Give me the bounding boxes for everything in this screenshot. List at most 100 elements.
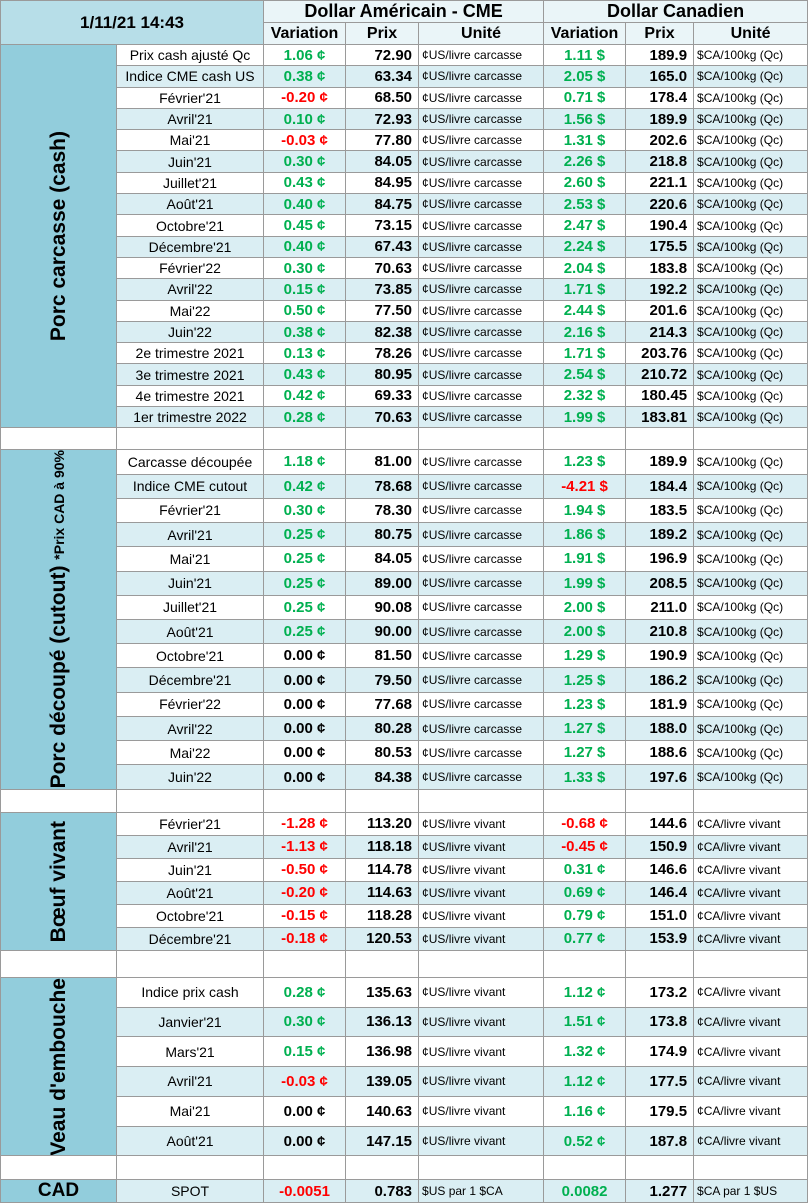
us-unit: ¢US/livre carcasse [418, 667, 545, 693]
ca-price: 173.2 [625, 976, 695, 1008]
us-unit: ¢US/livre carcasse [418, 256, 545, 280]
ca-unit: $CA/100kg (Qc) [693, 171, 809, 195]
section-label: Veau d'embouche [0, 976, 117, 1157]
row: 1/11/21 14:43 Dollar Américain - CME Dolla… [0, 0, 809, 45]
item-label: Février'21 [115, 811, 265, 836]
row: Février'22 0.00 ¢ 77.68 ¢US/livre carcasse 1… [1, 691, 809, 717]
item-label: 2e trimestre 2021 [115, 342, 265, 365]
us-price: 78.30 [345, 497, 420, 524]
us-unit: ¢US/livre carcasse [418, 342, 545, 365]
ca-price: 184.4 [625, 473, 695, 499]
ca-unit: ¢CA/livre vivant [693, 1006, 809, 1038]
item-label: Juillet'21 [115, 171, 265, 195]
item-label: Mai'21 [115, 1095, 265, 1127]
row: 1er trimestre 2022 0.28 ¢ 70.63 ¢US/livre c… [1, 406, 809, 429]
ca-variation: 1.86 $ [543, 522, 627, 548]
row: Février'22 0.30 ¢ 70.63 ¢US/livre carcasse 2… [1, 256, 809, 280]
ca-price: 146.4 [625, 880, 695, 905]
us-unit: ¢US/livre carcasse [418, 740, 545, 766]
ca-variation: 1.91 $ [543, 546, 627, 572]
blank-cell [693, 427, 809, 451]
ca-price: 189.9 [625, 43, 695, 67]
us-price: 84.95 [345, 171, 420, 195]
ca-unit: $CA/100kg (Qc) [693, 256, 809, 280]
row: Avril'22 0.00 ¢ 80.28 ¢US/livre carcasse 1.2… [1, 715, 809, 742]
row: CAD SPOT -0.0051 0.783 $US par 1 $CA 0.0082 1.… [0, 1179, 809, 1203]
row [0, 1155, 809, 1181]
ca-price: 178.4 [625, 86, 695, 109]
blank-cell [625, 949, 695, 978]
us-price: 84.75 [345, 193, 420, 216]
ca-unit: $CA/100kg (Qc) [693, 43, 809, 67]
us-price: 140.63 [345, 1095, 420, 1127]
row: 3e trimestre 2021 0.43 ¢ 80.95 ¢US/livre ca… [1, 363, 809, 386]
us-price: 73.15 [345, 214, 420, 237]
ca-variation: 2.60 $ [543, 171, 627, 195]
row: Janvier'21 0.30 ¢ 136.13 ¢US/livre vivant 1.… [1, 1006, 809, 1038]
ca-unit: $CA/100kg (Qc) [693, 667, 809, 693]
us-variation: 0.25 ¢ [263, 546, 347, 572]
us-unit: ¢US/livre carcasse [418, 320, 545, 344]
us-price: 82.38 [345, 320, 420, 344]
column-header: Prix [345, 22, 420, 45]
section-title: Veau d'embouche [46, 977, 71, 1156]
blank-cell [693, 949, 809, 978]
ca-variation: 1.25 $ [543, 667, 627, 693]
us-variation: -0.03 ¢ [263, 1066, 347, 1097]
ca-variation: 1.27 $ [543, 715, 627, 742]
blank-cell [0, 1155, 117, 1181]
ca-unit: ¢CA/livre vivant [693, 1036, 809, 1068]
blank-cell [418, 1155, 545, 1181]
us-variation: 0.00 ¢ [263, 667, 347, 693]
ca-unit: $CA/100kg (Qc) [693, 278, 809, 301]
blank-cell [543, 949, 627, 978]
ca-price: 214.3 [625, 320, 695, 344]
item-label: Août'21 [115, 1125, 265, 1157]
us-price: 114.78 [345, 857, 420, 882]
ca-variation: 1.23 $ [543, 449, 627, 475]
us-price: 72.93 [345, 107, 420, 131]
us-variation: 0.25 ¢ [263, 570, 347, 596]
us-price: 90.08 [345, 594, 420, 620]
row: Octobre'21 0.00 ¢ 81.50 ¢US/livre carcasse 1… [1, 643, 809, 669]
blank-cell [345, 949, 420, 978]
item-label: Avril'21 [115, 522, 265, 548]
us-unit: ¢US/livre vivant [418, 926, 545, 951]
ca-unit: $CA/100kg (Qc) [693, 342, 809, 365]
ca-variation: 1.12 ¢ [543, 1066, 627, 1097]
us-variation: 0.13 ¢ [263, 342, 347, 365]
blank-cell [115, 788, 265, 813]
item-label: Février'22 [115, 691, 265, 717]
ca-variation: 1.33 $ [543, 764, 627, 790]
ca-unit: ¢CA/livre vivant [693, 880, 809, 905]
ca-price: 189.2 [625, 522, 695, 548]
item-label: Octobre'21 [115, 903, 265, 928]
ca-price: 175.5 [625, 235, 695, 258]
item-label: Août'21 [115, 618, 265, 645]
ca-variation: 1.99 $ [543, 406, 627, 429]
row: Février'21 -0.20 ¢ 68.50 ¢US/livre carcasse… [1, 86, 809, 109]
us-price: 0.783 [345, 1179, 420, 1203]
cad-label: CAD [0, 1179, 117, 1203]
row: Juin'21 0.30 ¢ 84.05 ¢US/livre carcasse 2.26… [1, 150, 809, 173]
us-variation: -1.28 ¢ [263, 811, 347, 836]
us-price: 77.50 [345, 299, 420, 322]
ca-variation: -0.45 ¢ [543, 834, 627, 859]
row: Octobre'21 -0.15 ¢ 118.28 ¢US/livre vivant 0… [1, 903, 809, 928]
item-label: Avril'21 [115, 1066, 265, 1097]
ca-variation: 2.04 $ [543, 256, 627, 280]
section-name: Veau d'embouche [46, 977, 70, 1156]
row: Août'21 0.40 ¢ 84.75 ¢US/livre carcasse 2.53… [1, 193, 809, 216]
us-unit: ¢US/livre carcasse [418, 522, 545, 548]
us-variation: 0.30 ¢ [263, 1006, 347, 1038]
section-title: Porc découpé (cutout) *Prix CAD à 90% [47, 451, 71, 788]
us-variation: 0.00 ¢ [263, 715, 347, 742]
us-price: 84.05 [345, 150, 420, 173]
row [0, 949, 809, 978]
blank-cell [115, 1155, 265, 1181]
row: Juin'22 0.38 ¢ 82.38 ¢US/livre carcasse 2.16… [1, 320, 809, 344]
us-price: 113.20 [345, 811, 420, 836]
ca-unit: $CA/100kg (Qc) [693, 384, 809, 408]
ca-variation: 1.31 $ [543, 129, 627, 152]
